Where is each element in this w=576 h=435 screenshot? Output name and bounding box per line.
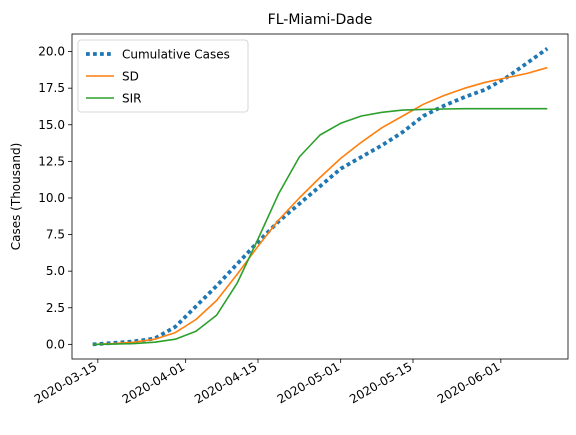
x-axis: 2020-03-15 2020-04-01 2020-04-15 2020-05-01… xyxy=(32,359,502,406)
y-axis-label: Cases (Thousand) xyxy=(9,143,23,251)
x-tick-label: 2020-05-15 xyxy=(347,359,414,406)
x-tick-label: 2020-05-01 xyxy=(275,359,342,406)
legend-label: SIR xyxy=(122,92,142,106)
y-tick-label: 7.5 xyxy=(46,228,65,242)
legend-label: Cumulative Cases xyxy=(122,48,230,62)
y-tick-label: 15.0 xyxy=(38,118,65,132)
x-tick-label: 2020-04-15 xyxy=(192,359,259,406)
plot-frame xyxy=(71,33,569,360)
series-line-sd xyxy=(92,66,548,346)
chart-title: FL-Miami-Dade xyxy=(268,12,373,28)
x-tick-label: 2020-06-01 xyxy=(435,359,502,406)
series-layer xyxy=(92,47,549,347)
y-tick-label: 10.0 xyxy=(38,191,65,205)
legend-label: SD xyxy=(122,70,139,84)
legend: Cumulative Cases SD SIR xyxy=(77,39,249,113)
y-tick-label: 0.0 xyxy=(46,337,65,351)
y-tick-label: 2.5 xyxy=(46,301,65,315)
x-tick-label: 2020-03-15 xyxy=(32,359,99,406)
y-axis: 0.0 2.5 5.0 7.5 10.0 12.5 15.0 17.5 20.0 xyxy=(38,45,72,351)
series-line-sir xyxy=(92,107,548,346)
y-tick-label: 12.5 xyxy=(38,154,65,168)
y-tick-label: 20.0 xyxy=(38,45,65,59)
x-tick-label: 2020-04-01 xyxy=(120,359,187,406)
y-tick-label: 5.0 xyxy=(46,264,65,278)
legend-box xyxy=(77,39,249,113)
series-line-cumulative-cases xyxy=(92,47,549,347)
y-tick-label: 17.5 xyxy=(38,81,65,95)
